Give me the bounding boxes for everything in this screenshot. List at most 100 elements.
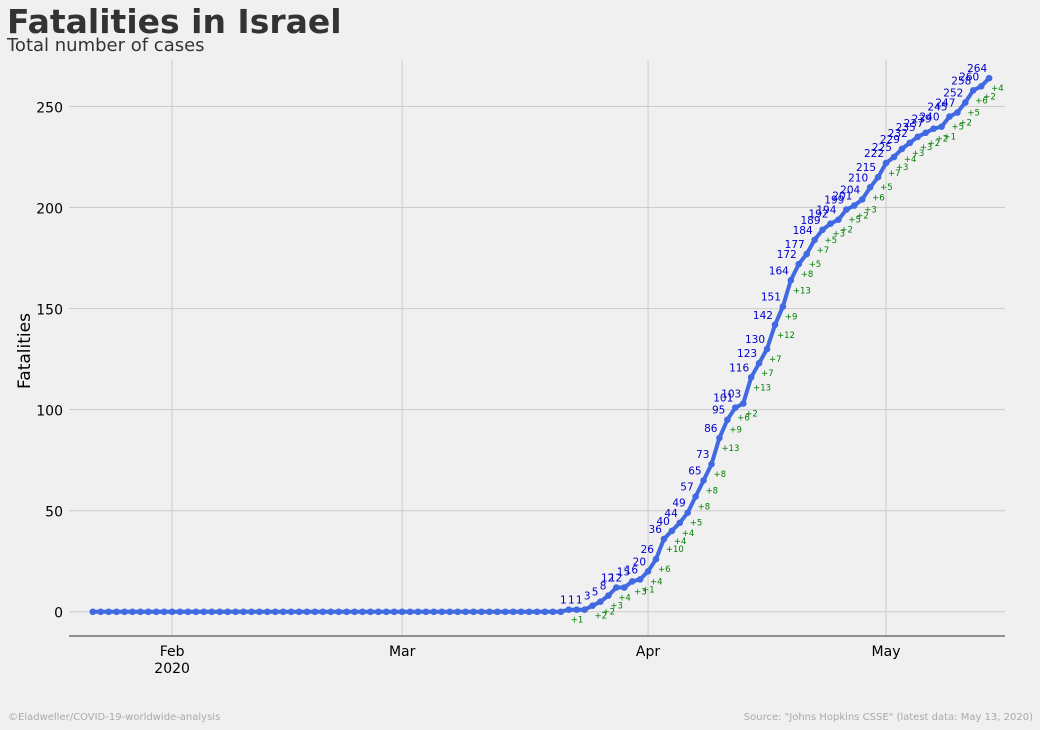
series-line	[90, 76, 992, 614]
data-point	[692, 493, 699, 500]
increase-label: +2	[928, 139, 941, 149]
data-point	[525, 608, 533, 616]
data-point	[145, 608, 152, 616]
increase-label: +5	[880, 183, 893, 193]
data-point	[866, 184, 874, 191]
value-label: 240	[919, 112, 939, 124]
data-point	[954, 109, 961, 116]
increase-label: +9	[785, 313, 798, 323]
data-point	[969, 87, 977, 94]
value-label: 222	[864, 148, 884, 160]
data-point	[430, 608, 438, 616]
credit-text: ©Eladweller/COVID-19-worldwide-analysis	[8, 712, 221, 723]
data-point	[803, 250, 810, 258]
data-point	[311, 608, 319, 616]
y-tick-label: 50	[45, 505, 63, 521]
data-point	[858, 196, 866, 203]
value-label: 245	[927, 102, 947, 114]
increase-label: +10	[666, 545, 684, 555]
increase-label: +4	[991, 84, 1004, 94]
data-point	[367, 608, 374, 616]
data-point	[716, 434, 723, 442]
x-tick-label: Mar	[389, 644, 416, 660]
value-label: 130	[745, 334, 765, 346]
value-label: 20	[633, 556, 646, 568]
value-label: 252	[943, 87, 963, 99]
data-point	[509, 608, 517, 616]
data-point	[390, 608, 398, 616]
increase-label: +5	[690, 519, 703, 529]
data-point	[732, 404, 739, 411]
value-label: 239	[912, 114, 932, 126]
value-label: 264	[967, 63, 987, 75]
data-point	[755, 359, 763, 367]
data-point	[160, 608, 168, 616]
increase-label: +2	[983, 92, 996, 102]
data-point	[343, 608, 350, 616]
increase-label: +9	[729, 426, 742, 436]
data-point	[446, 608, 454, 616]
data-point	[97, 608, 105, 616]
value-label: 95	[712, 405, 725, 417]
data-point	[938, 123, 945, 130]
value-label: 232	[888, 128, 908, 140]
data-point	[589, 602, 596, 609]
increase-label: +4	[682, 529, 695, 539]
value-label: 44	[664, 508, 678, 520]
increase-label: +8	[706, 486, 719, 496]
data-point	[271, 608, 279, 616]
data-point	[168, 608, 176, 616]
increase-label: +4	[618, 593, 631, 603]
value-label: 49	[672, 498, 685, 510]
data-point	[414, 608, 422, 616]
data-point	[264, 608, 271, 616]
increase-label: +2	[959, 119, 972, 129]
data-point	[819, 226, 826, 234]
data-point	[565, 606, 573, 614]
value-label: 116	[729, 362, 749, 374]
value-label: 189	[801, 215, 821, 227]
y-tick-label: 200	[36, 202, 63, 218]
value-label: 123	[737, 348, 757, 360]
increase-label: +3	[832, 230, 845, 240]
y-tick-label: 0	[54, 606, 63, 622]
value-label: 184	[793, 225, 813, 237]
data-point	[676, 519, 684, 527]
increase-label: +4	[904, 155, 917, 165]
increase-label: +3	[864, 205, 877, 215]
series-fatalities	[89, 74, 993, 616]
data-point	[113, 608, 120, 616]
y-tick-label: 250	[36, 100, 63, 116]
data-point	[779, 303, 787, 310]
x-tick-label: May	[872, 644, 901, 660]
value-label: 235	[896, 122, 916, 134]
value-label: 172	[777, 249, 797, 261]
value-label: 73	[696, 449, 709, 461]
grid-lines	[69, 60, 1005, 636]
increase-label: +2	[745, 410, 758, 420]
x-tick-label: Apr	[636, 644, 660, 660]
data-point	[184, 608, 192, 616]
data-point	[843, 206, 850, 213]
data-point	[557, 608, 565, 616]
data-point	[478, 608, 485, 616]
data-point	[708, 460, 715, 468]
value-label: 225	[872, 142, 892, 154]
data-point	[224, 608, 231, 616]
increase-label: +6	[658, 565, 671, 575]
y-axis-label: Fatalities	[15, 313, 35, 389]
data-point	[335, 608, 342, 616]
data-point	[517, 608, 525, 616]
source-text: Source: "Johns Hopkins CSSE" (latest dat…	[743, 712, 1033, 723]
increase-label: +3	[634, 587, 647, 597]
data-point	[200, 608, 208, 616]
chart-subtitle: Total number of cases	[7, 35, 205, 56]
value-label: 229	[880, 134, 900, 146]
data-point	[613, 584, 620, 591]
data-point	[930, 125, 937, 133]
data-point	[248, 608, 255, 616]
value-label: 3	[584, 591, 591, 603]
data-point	[660, 535, 668, 543]
data-point	[121, 608, 128, 616]
increase-label: +6	[872, 193, 885, 203]
